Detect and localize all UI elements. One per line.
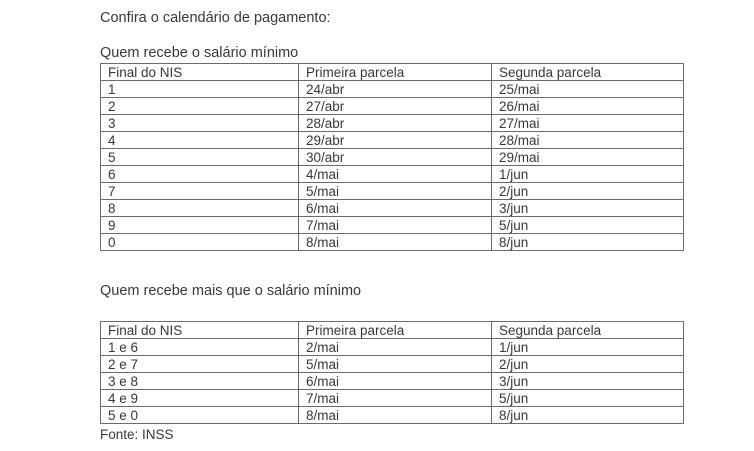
table-cell: 26/mai [491,97,684,115]
column-header: Primeira parcela [298,63,492,81]
table-cell: 28/mai [491,131,684,149]
table-cell: 3/jun [491,199,684,217]
table-cell: 2/jun [491,182,684,200]
section-heading-above-minimum-wage: Quem recebe mais que o salário mínimo [100,283,362,299]
table-cell: 8/mai [298,233,492,251]
table-row: 1 e 6 2/mai 1/jun [100,338,684,356]
table-row: 3 e 8 6/mai 3/jun [100,372,684,390]
table-row: 2 27/abr 26/mai [100,97,684,115]
table-cell: 6/mai [298,372,492,390]
table-cell: 29/mai [491,148,684,166]
table-cell: 0 [100,233,299,251]
table-cell: 4/mai [298,165,492,183]
section-above-minimum-wage: Quem recebe mais que o salário mínimo Fi… [100,282,754,424]
table-cell: 8/mai [298,406,492,424]
table-cell: 7/mai [298,389,492,407]
table-cell: 1 e 6 [100,338,299,356]
table-row: 3 28/abr 27/mai [100,114,684,132]
column-header: Segunda parcela [491,321,684,339]
table-row: 9 7/mai 5/jun [100,216,684,234]
table-cell: 7/mai [298,216,492,234]
column-header: Segunda parcela [491,63,684,81]
table-cell: 5/mai [298,355,492,373]
table-cell: 27/mai [491,114,684,132]
page-title: Confira o calendário de pagamento: [100,10,331,26]
table-cell: 6/mai [298,199,492,217]
table-row: 8 6/mai 3/jun [100,199,684,217]
table-cell: 5 e 0 [100,406,299,424]
table-cell: 4 e 9 [100,389,299,407]
table-cell: 5/jun [491,389,684,407]
section-heading-minimum-wage: Quem recebe o salário mínimo [100,45,299,61]
table-cell: 2 [100,97,299,115]
table-cell: 30/abr [298,148,492,166]
column-header: Final do NIS [100,321,299,339]
table-row: 0 8/mai 8/jun [100,233,684,251]
table-cell: 1/jun [491,165,684,183]
payment-table-minimum-wage: Final do NIS Primeira parcela Segunda parc… [100,63,684,251]
payment-table-above-minimum-wage: Final do NIS Primeira parcela Segunda parc… [100,321,684,424]
table-cell: 27/abr [298,97,492,115]
source-note: Fonte: INSS [100,427,174,442]
table-cell: 29/abr [298,131,492,149]
table-cell: 7 [100,182,299,200]
table-header-row: Final do NIS Primeira parcela Segunda parc… [100,63,684,81]
section-minimum-wage: Quem recebe o salário mínimo Final do NI… [100,44,754,251]
table-cell: 3 [100,114,299,132]
table-row: 4 e 9 7/mai 5/jun [100,389,684,407]
table-cell: 8/jun [491,233,684,251]
table-cell: 8/jun [491,406,684,424]
table-cell: 6 [100,165,299,183]
column-header: Final do NIS [100,63,299,81]
table-row: 1 24/abr 25/mai [100,80,684,98]
table-cell: 2 e 7 [100,355,299,373]
table-cell: 25/mai [491,80,684,98]
table-cell: 3/jun [491,372,684,390]
table-row: 7 5/mai 2/jun [100,182,684,200]
table-cell: 1/jun [491,338,684,356]
table-row: 2 e 7 5/mai 2/jun [100,355,684,373]
table-cell: 5/jun [491,216,684,234]
table-cell: 2/jun [491,355,684,373]
table-cell: 28/abr [298,114,492,132]
table-cell: 24/abr [298,80,492,98]
table-cell: 3 e 8 [100,372,299,390]
table-row: 5 e 0 8/mai 8/jun [100,406,684,424]
table-row: 6 4/mai 1/jun [100,165,684,183]
table-cell: 9 [100,216,299,234]
table-cell: 1 [100,80,299,98]
table-cell: 5 [100,148,299,166]
table-row: 5 30/abr 29/mai [100,148,684,166]
table-row: 4 29/abr 28/mai [100,131,684,149]
column-header: Primeira parcela [298,321,492,339]
table-cell: 8 [100,199,299,217]
table-cell: 5/mai [298,182,492,200]
table-cell: 4 [100,131,299,149]
table-header-row: Final do NIS Primeira parcela Segunda parc… [100,321,684,339]
table-cell: 2/mai [298,338,492,356]
